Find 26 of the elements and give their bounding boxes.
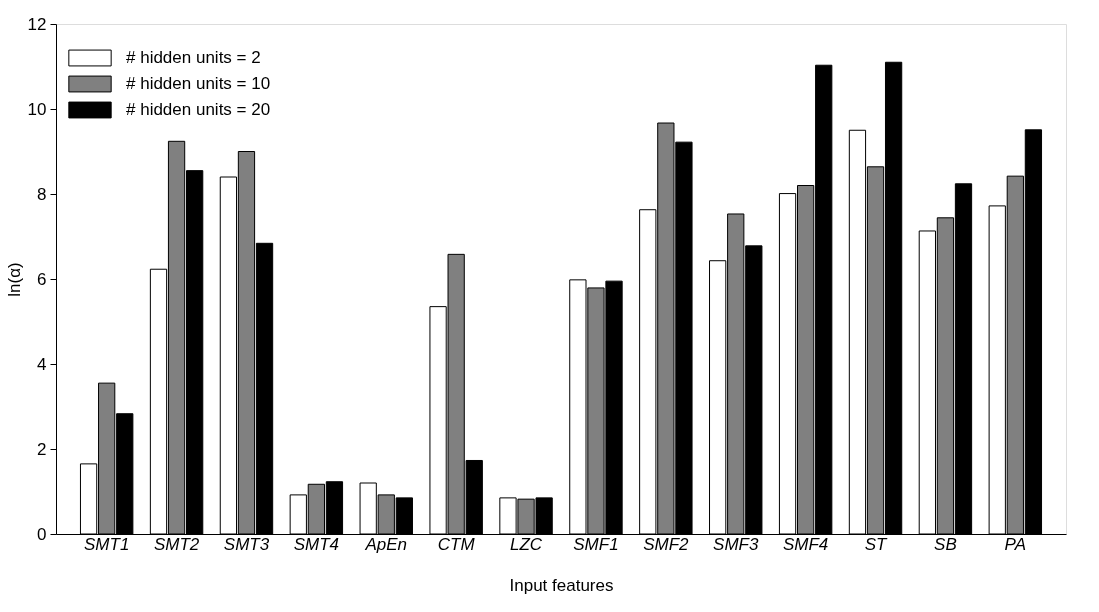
y-axis-title: ln(α): [4, 262, 24, 297]
legend-label: # hidden units = 20: [126, 100, 271, 119]
y-tick-label: 0: [37, 524, 47, 544]
x-tick-label: ST: [864, 534, 888, 554]
y-tick-label: 4: [37, 354, 47, 374]
x-tick-label: SMT4: [293, 534, 340, 554]
x-tick-label: SMT1: [84, 534, 130, 554]
x-tick-label: CTM: [437, 534, 476, 554]
x-tick-label: SMF2: [643, 534, 690, 554]
x-tick-label: ApEn: [364, 534, 408, 554]
x-tick-label: SMT2: [153, 534, 200, 554]
x-tick-label: SB: [934, 534, 957, 554]
legend-label: # hidden units = 2: [126, 48, 261, 67]
x-tick-label: SMF4: [782, 534, 829, 554]
x-axis-title: Input features: [509, 575, 614, 595]
x-tick-label: LZC: [509, 534, 543, 554]
x-tick-label: PA: [1004, 534, 1027, 554]
legend-label: # hidden units = 10: [126, 74, 271, 93]
x-tick-label: SMF1: [573, 534, 619, 554]
y-tick-label: 6: [37, 269, 47, 289]
y-tick-label: 2: [37, 439, 47, 459]
x-tick-label: SMF3: [713, 534, 759, 554]
y-tick-label: 10: [27, 99, 47, 119]
y-tick-label: 12: [27, 14, 47, 34]
y-tick-label: 8: [37, 184, 47, 204]
x-tick-label: SMT3: [223, 534, 270, 554]
